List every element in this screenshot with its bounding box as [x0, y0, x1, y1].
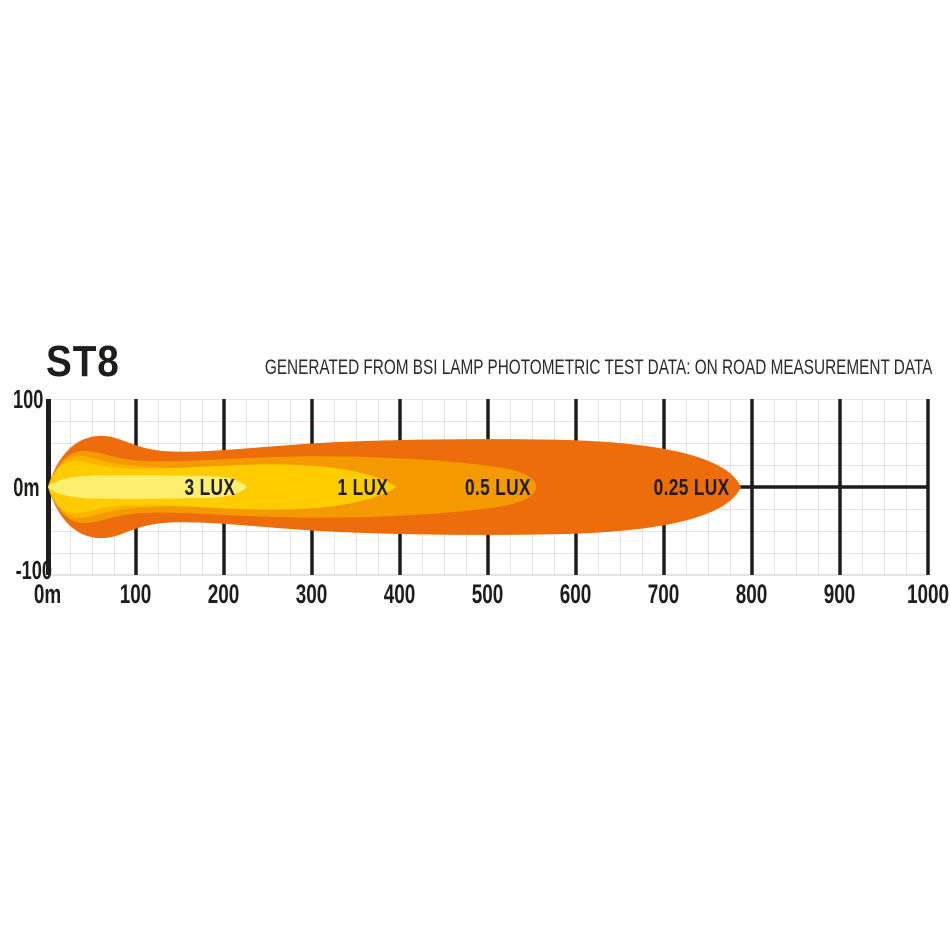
x-tick-400: 400	[384, 579, 416, 609]
x-tick-500: 500	[472, 579, 504, 609]
zone-label-1-lux: 1 LUX	[337, 474, 389, 500]
chart-subtitle: GENERATED FROM BSI LAMP PHOTOMETRIC TEST…	[18, 356, 932, 380]
y-tick-100: 100	[13, 384, 44, 414]
x-tick-600: 600	[560, 579, 592, 609]
x-tick-800: 800	[736, 579, 768, 609]
x-tick-100: 100	[120, 579, 152, 609]
zone-label-3-lux: 3 LUX	[184, 474, 236, 500]
chart-subtitle-text: GENERATED FROM BSI LAMP PHOTOMETRIC TEST…	[264, 356, 932, 379]
beam-zone-3-lux	[48, 475, 247, 499]
x-tick-300: 300	[296, 579, 328, 609]
x-tick-200: 200	[208, 579, 240, 609]
x-tick-0m: 0m	[34, 579, 62, 609]
beam-plot	[46, 399, 930, 576]
zone-label-0-25-lux: 0.25 LUX	[654, 474, 730, 500]
x-tick-900: 900	[824, 579, 856, 609]
y-tick-0m: 0m	[13, 472, 40, 502]
page-title: ST8	[46, 340, 130, 384]
zone-label-0-5-lux: 0.5 LUX	[465, 474, 531, 500]
y-tick-minus-100: -100	[15, 555, 53, 585]
product-name-text: ST8	[46, 337, 120, 386]
x-tick-700: 700	[648, 579, 680, 609]
beam-shape	[48, 435, 741, 539]
x-tick-1000: 1000	[906, 579, 950, 609]
